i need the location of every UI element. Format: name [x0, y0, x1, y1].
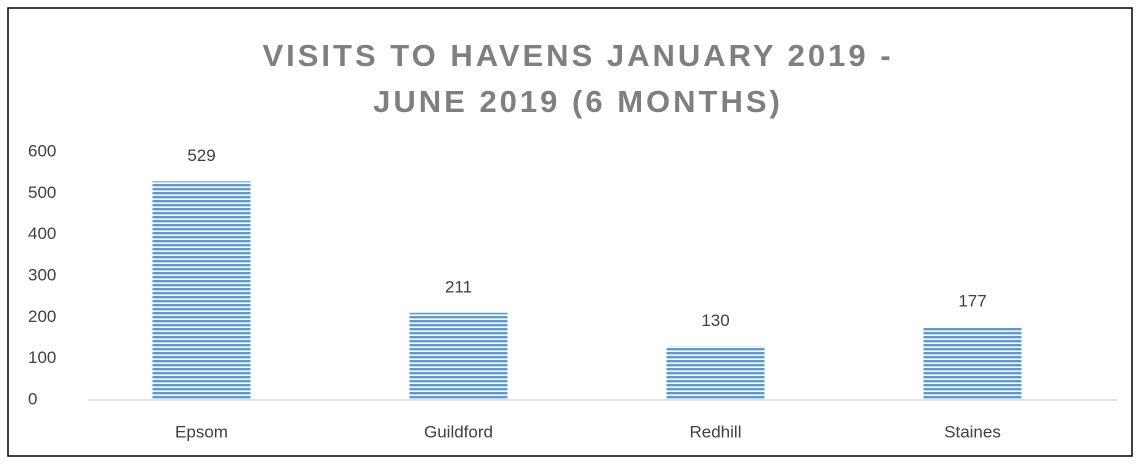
x-tick-label: Staines	[944, 422, 1001, 441]
y-tick-label: 600	[28, 141, 56, 160]
bar	[666, 346, 765, 400]
y-tick-label: 300	[28, 265, 56, 284]
chart-title: JUNE 2019 (6 MONTHS)	[373, 84, 783, 119]
data-label: 529	[187, 146, 215, 165]
y-tick-label: 400	[28, 224, 56, 243]
y-tick-label: 500	[28, 183, 56, 202]
data-label: 177	[958, 291, 986, 310]
chart-title: VISITS TO HAVENS JANUARY 2019 -	[262, 38, 893, 73]
x-tick-label: Epsom	[175, 422, 228, 441]
x-tick-label: Redhill	[690, 422, 742, 441]
bar	[409, 312, 508, 400]
bar	[923, 326, 1022, 400]
data-label: 211	[445, 277, 472, 296]
x-tick-label: Guildford	[424, 422, 493, 441]
y-tick-label: 200	[28, 307, 56, 326]
bar	[152, 181, 251, 400]
y-tick-label: 100	[28, 348, 56, 367]
y-tick-label: 0	[28, 389, 37, 408]
data-label: 130	[701, 311, 729, 330]
